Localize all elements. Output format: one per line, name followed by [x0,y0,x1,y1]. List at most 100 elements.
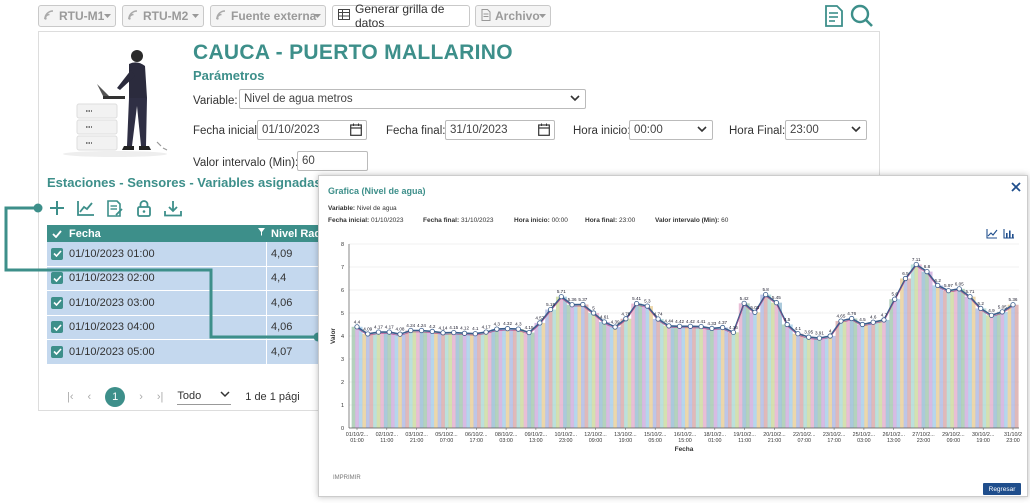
bar [907,278,912,428]
select-all-checkbox[interactable] [47,229,67,238]
fecha-final-input[interactable]: 31/10/2023 [445,120,555,140]
report-edit-icon[interactable] [105,198,125,218]
chevron-down-icon[interactable] [537,9,548,23]
bar [584,304,589,428]
imprimir-button[interactable]: IMPRIMIR [333,475,361,481]
chevron-down-icon[interactable] [102,9,113,23]
archivo-button[interactable]: Archivo [475,5,551,27]
bar [624,318,628,428]
lock-icon[interactable] [134,198,154,218]
bar [900,278,904,428]
variable-label: Variable: [193,95,238,107]
data-point [354,324,360,330]
data-label: 4.33 [707,321,716,326]
chart-icon[interactable] [76,198,96,218]
next-page-icon[interactable]: › [139,391,143,403]
current-page[interactable]: 1 [105,387,126,407]
bar [387,332,392,428]
last-page-icon[interactable]: ›| [156,391,164,403]
rtu-m2-button[interactable]: RTU-M2 [122,5,204,27]
chevron-down-icon[interactable] [312,9,323,23]
line-chart-icon[interactable] [986,226,998,244]
bar [706,328,711,428]
bar [695,326,700,428]
section-title: Estaciones - Sensores - Variables asigna… [47,175,322,190]
checkbox[interactable] [51,247,63,260]
x-tick-label: 29/10/2... [942,432,964,438]
hora-inicio-select[interactable]: 00:00 [629,120,713,140]
data-point [483,329,489,335]
bar [968,296,972,428]
bar [412,330,417,428]
x-tick-label: 25/10/2... [853,432,875,438]
sort-icon[interactable] [257,227,267,240]
data-label: 6.2 [935,278,942,283]
data-table: Fecha Nivel Rad 01/10/2023 01:00 4,09 01/1… [47,225,347,365]
table-row[interactable]: 01/10/2023 02:00 4,4 [47,266,347,291]
bar [616,327,621,428]
table-row[interactable]: 01/10/2023 01:00 4,09 [47,242,347,267]
first-page-icon[interactable]: |‹ [67,391,74,403]
checkbox[interactable] [51,321,63,334]
rtu-m1-label: RTU-M1 [59,9,105,23]
prev-page-icon[interactable]: ‹ [87,391,92,403]
chevron-down-icon[interactable] [190,9,201,23]
bar [867,322,872,428]
search-icon[interactable] [850,4,874,33]
bar [914,264,919,428]
checkbox[interactable] [51,345,63,358]
bar [882,319,886,428]
data-point [838,318,844,324]
data-point [698,323,704,330]
bar [685,326,689,428]
col-fecha-header[interactable]: Fecha [69,227,101,240]
fecha-inicial-input[interactable]: 01/10/2023 [257,120,367,140]
bar [419,330,424,428]
page-size-select[interactable]: Todo [177,389,232,405]
x-tick-label: 03:00 [499,438,513,444]
data-point [461,330,468,336]
download-icon[interactable] [163,198,183,218]
close-icon[interactable] [1011,179,1023,192]
row-checkbox[interactable] [47,272,67,285]
row-checkbox[interactable] [47,345,67,358]
fuente-externa-button[interactable]: Fuente externa [210,5,326,27]
bar [810,337,815,428]
checkbox[interactable] [51,272,63,285]
data-point [870,319,876,325]
data-label: 6.05 [955,281,964,286]
report-icon[interactable] [824,5,844,32]
data-label: 4.9 [988,308,995,313]
bar [878,319,883,428]
modal-hora-inicio: Hora inicio: 00:00 [514,217,568,224]
regresar-button[interactable]: Regresar [983,483,1021,495]
fecha-final-label: Fecha final: [386,125,446,137]
generar-grilla-button[interactable]: Generar grilla de datos [332,2,470,30]
table-row[interactable]: 01/10/2023 03:00 4,06 [47,291,347,316]
bar-chart-icon[interactable] [1003,226,1015,244]
intervalo-input[interactable]: 60 [297,151,368,171]
bar [763,294,768,428]
checkbox[interactable] [51,296,63,309]
table-row[interactable]: 01/10/2023 04:00 4,06 [47,315,347,340]
add-icon[interactable] [47,198,67,218]
hora-final-select[interactable]: 23:00 [785,120,867,140]
data-point [397,331,403,337]
bar [591,313,596,428]
calendar-icon[interactable] [350,123,362,139]
calendar-icon[interactable] [538,123,550,139]
row-checkbox[interactable] [47,321,67,334]
bar [735,332,739,428]
bar [681,326,686,428]
table-row[interactable]: 01/10/2023 05:00 4,07 [47,340,347,365]
data-label: 7.11 [912,257,921,262]
variable-select[interactable]: Nivel de agua metros [239,89,586,109]
row-checkbox[interactable] [47,247,67,260]
data-label: 4.1 [795,326,802,331]
x-tick-label: 16/10/2... [674,432,696,438]
x-tick-label: 20/10/2... [763,432,785,438]
bar [598,321,603,428]
data-point [709,325,715,332]
row-checkbox[interactable] [47,296,67,309]
rtu-m1-button[interactable]: RTU-M1 [38,5,116,27]
